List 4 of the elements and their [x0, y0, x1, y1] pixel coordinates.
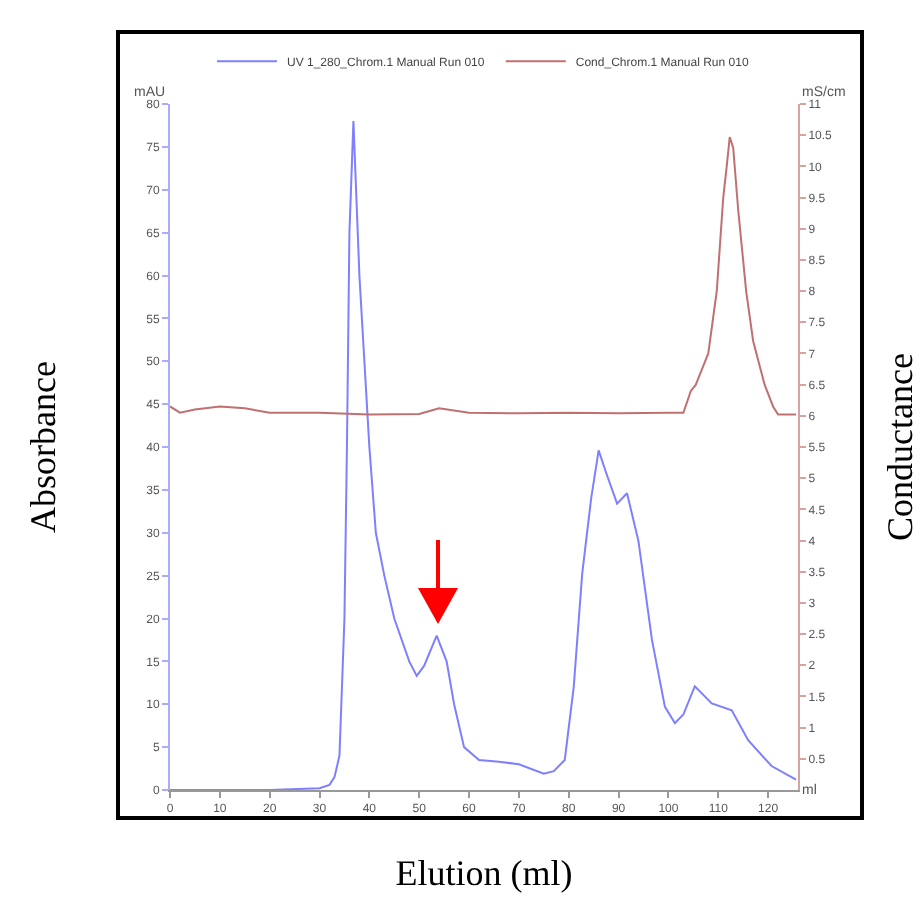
y-axis-title: Absorbance [22, 361, 63, 533]
y2-axis-title: Conductance [880, 353, 920, 541]
x-axis-title: Elution (ml) [395, 852, 573, 893]
line-series [170, 136, 797, 416]
